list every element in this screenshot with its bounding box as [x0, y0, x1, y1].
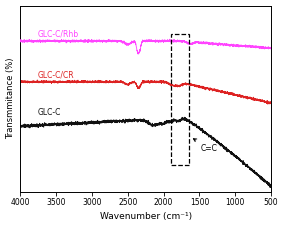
Text: GLC-C/Rhb: GLC-C/Rhb — [38, 30, 79, 39]
Bar — [171, 34, 189, 165]
X-axis label: Wavenumber (cm⁻¹): Wavenumber (cm⁻¹) — [100, 212, 192, 222]
Y-axis label: Transmmitance (%): Transmmitance (%) — [6, 58, 14, 139]
Text: GLC-C: GLC-C — [38, 108, 61, 116]
Text: GLC-C/CR: GLC-C/CR — [38, 70, 75, 79]
Text: C=C: C=C — [193, 139, 218, 153]
